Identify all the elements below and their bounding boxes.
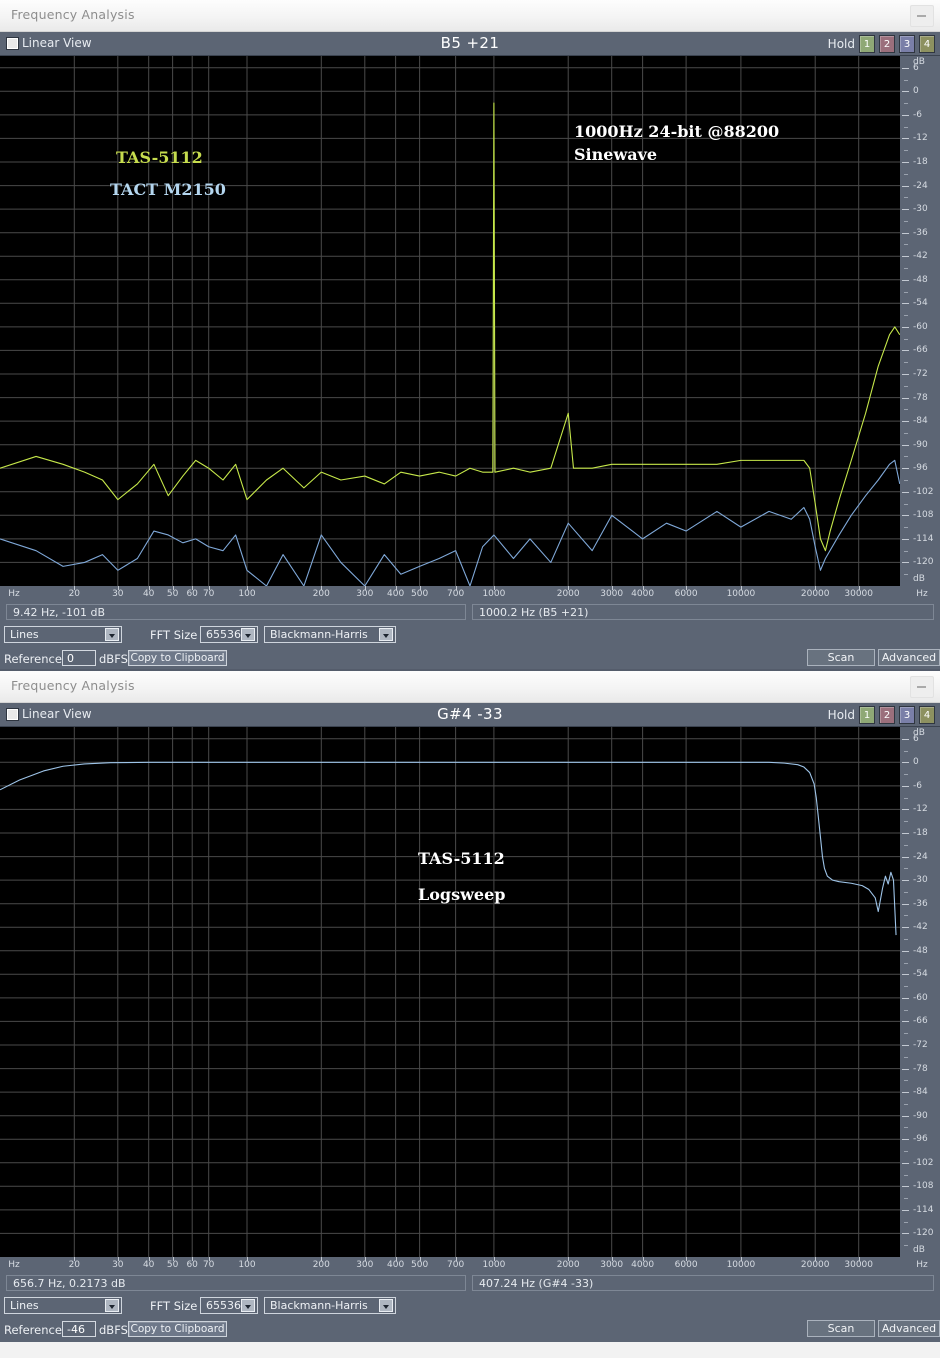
hold-button-4-p2[interactable]: 4 <box>919 706 935 724</box>
linear-view-checkbox-1[interactable] <box>6 37 19 50</box>
window-function-value-2: Blackmann-Harris <box>270 1299 368 1312</box>
plot-annotation: TAS-5112 <box>418 849 505 868</box>
window-function-select-2[interactable]: Blackmann-Harris <box>264 1297 396 1314</box>
hold-button-1-p2[interactable]: 1 <box>859 706 875 724</box>
controls-row-2: Lines FFT Size 65536 Blackmann-Harris <box>0 1296 940 1320</box>
view-mode-select-1[interactable]: Lines <box>4 626 122 643</box>
peak-readout-1: 1000.2 Hz (B5 +21) <box>472 604 934 620</box>
fft-size-label-1: FFT Size <box>150 628 198 642</box>
linear-view-label-1: Linear View <box>22 36 92 50</box>
window-function-value-1: Blackmann-Harris <box>270 628 368 641</box>
hold-controls-2: Hold 1 2 3 4 <box>828 706 935 724</box>
spectrum-svg-2 <box>0 727 900 1257</box>
note-title-2: G#4 -33 <box>437 705 503 723</box>
note-title-1: B5 +21 <box>440 34 500 52</box>
panel-divider-1 <box>0 669 940 672</box>
fft-size-select-2[interactable]: 65536 <box>200 1297 258 1314</box>
window-function-select-1[interactable]: Blackmann-Harris <box>264 626 396 643</box>
plot-area-1: TAS-5112 TACT M2150 1000Hz 24-bit @88200 S… <box>0 56 940 602</box>
reference-label-2: Reference <box>4 1323 62 1337</box>
status-row-1: 9.42 Hz, -101 dB 1000.2 Hz (B5 +21) <box>0 602 940 625</box>
toolbar-2: Linear View G#4 -33 Hold 1 2 3 4 <box>0 703 940 727</box>
plot-area-2: TAS-5112 Logsweep dB 6 0 -6 -12 -18 -24 -30 -36 -4… <box>0 727 940 1273</box>
scan-button-1[interactable]: Scan <box>807 649 875 666</box>
hold-label-1: Hold <box>827 37 855 51</box>
peak-readout-2: 407.24 Hz (G#4 -33) <box>472 1275 934 1291</box>
dbfs-label-2: dBFS <box>99 1323 128 1337</box>
minimize-icon-2[interactable] <box>910 676 934 698</box>
hold-controls-1: Hold 1 2 3 4 <box>828 35 935 53</box>
status-row-2: 656.7 Hz, 0.2173 dB 407.24 Hz (G#4 -33) <box>0 1273 940 1296</box>
hold-label-2: Hold <box>827 708 855 722</box>
window-title-2: Frequency Analysis <box>11 678 135 693</box>
reference-label-1: Reference <box>4 652 62 666</box>
x-axis-1: Hz 20 30 40 50 60 70 100 200 300 400 500 700 1000 2000… <box>0 586 940 602</box>
y-axis-1: dB 6 0 -6 -12 -18 -24 -30 -36 -42 -48 -54 -60 -66 -72-… <box>900 56 940 586</box>
chevron-down-icon-view-1[interactable] <box>105 628 119 641</box>
view-mode-value-2: Lines <box>10 1299 39 1312</box>
chevron-down-icon-fft-2[interactable] <box>241 1299 255 1312</box>
reference-input-2[interactable]: -46 <box>62 1321 96 1337</box>
chevron-down-icon-window-1[interactable] <box>379 628 393 641</box>
spectrum-plot-2[interactable]: TAS-5112 Logsweep <box>0 727 900 1257</box>
chevron-down-icon-fft-1[interactable] <box>241 628 255 641</box>
frequency-analysis-window-1: Frequency Analysis Linear View B5 +21 Ho… <box>0 0 940 672</box>
controls-row-1b: Reference 0 dBFS Copy to Clipboard Scan … <box>0 649 940 672</box>
hold-button-4[interactable]: 4 <box>919 35 935 53</box>
toolbar-1: Linear View B5 +21 Hold 1 2 3 4 <box>0 32 940 56</box>
hold-button-2-p2[interactable]: 2 <box>879 706 895 724</box>
hold-button-1[interactable]: 1 <box>859 35 875 53</box>
hold-button-2[interactable]: 2 <box>879 35 895 53</box>
controls-row-2b: Reference -46 dBFS Copy to Clipboard Sca… <box>0 1320 940 1342</box>
hold-button-3[interactable]: 3 <box>899 35 915 53</box>
window-titlebar-1: Frequency Analysis <box>0 0 940 32</box>
plot-annotation: Logsweep <box>418 885 506 904</box>
cursor-readout-2: 656.7 Hz, 0.2173 dB <box>6 1275 466 1291</box>
advanced-button-2[interactable]: Advanced <box>878 1320 940 1337</box>
spectrum-svg-1 <box>0 56 900 586</box>
copy-to-clipboard-button-1[interactable]: Copy to Clipboard <box>128 650 227 666</box>
reference-input-1[interactable]: 0 <box>62 650 96 666</box>
copy-to-clipboard-button-2[interactable]: Copy to Clipboard <box>128 1321 227 1337</box>
plot-annotation: TACT M2150 <box>110 180 226 199</box>
dbfs-label-1: dBFS <box>99 652 128 666</box>
linear-view-label-2: Linear View <box>22 707 92 721</box>
window-title-1: Frequency Analysis <box>11 7 135 22</box>
advanced-button-1[interactable]: Advanced <box>878 649 940 666</box>
linear-view-checkbox-2[interactable] <box>6 708 19 721</box>
fft-size-value-2: 65536 <box>206 1299 241 1312</box>
minimize-icon-1[interactable] <box>910 5 934 27</box>
frequency-analysis-window-2: Frequency Analysis Linear View G#4 -33 H… <box>0 671 940 1342</box>
controls-row-1: Lines FFT Size 65536 Blackmann-Harris <box>0 625 940 649</box>
fft-size-label-2: FFT Size <box>150 1299 198 1313</box>
view-mode-select-2[interactable]: Lines <box>4 1297 122 1314</box>
scan-button-2[interactable]: Scan <box>807 1320 875 1337</box>
plot-annotation: 1000Hz 24-bit @88200 Sinewave <box>574 122 780 165</box>
x-axis-2: Hz 20 30 40 50 60 70 100 200 300 400 500 700 1000 2000… <box>0 1257 940 1273</box>
plot-annotation: TAS-5112 <box>116 148 203 167</box>
chevron-down-icon-view-2[interactable] <box>105 1299 119 1312</box>
fft-size-value-1: 65536 <box>206 628 241 641</box>
cursor-readout-1: 9.42 Hz, -101 dB <box>6 604 466 620</box>
chevron-down-icon-window-2[interactable] <box>379 1299 393 1312</box>
spectrum-plot-1[interactable]: TAS-5112 TACT M2150 1000Hz 24-bit @88200 S… <box>0 56 900 586</box>
hold-button-3-p2[interactable]: 3 <box>899 706 915 724</box>
y-axis-2: dB 6 0 -6 -12 -18 -24 -30 -36 -42 -48 -54 -60 -66 -72-… <box>900 727 940 1257</box>
fft-size-select-1[interactable]: 65536 <box>200 626 258 643</box>
view-mode-value-1: Lines <box>10 628 39 641</box>
window-titlebar-2: Frequency Analysis <box>0 671 940 703</box>
